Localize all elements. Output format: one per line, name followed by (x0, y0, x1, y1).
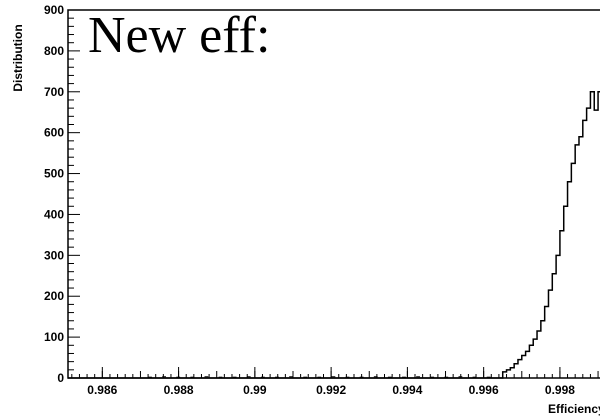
x-axis-title: Efficiency (548, 402, 600, 416)
x-tick-label: 0.994 (392, 383, 422, 397)
x-tick-label: 0.986 (87, 383, 117, 397)
y-tick-label: 300 (44, 248, 64, 262)
plot-area: 0.9860.9880.990.9920.9940.9960.998101002… (44, 3, 600, 397)
plot-frame (67, 9, 600, 379)
x-tick-label: 0.992 (316, 383, 346, 397)
y-tick-label: 400 (44, 207, 64, 221)
y-tick-label: 100 (44, 330, 64, 344)
y-tick-label: 200 (44, 289, 64, 303)
y-tick-label: 0 (57, 371, 64, 385)
y-tick-label: 500 (44, 167, 64, 181)
y-tick-label: 700 (44, 85, 64, 99)
chart-title: New eff: (88, 7, 270, 64)
y-tick-label: 800 (44, 44, 64, 58)
y-axis-title: Distribution (11, 24, 25, 91)
x-tick-label: 0.99 (243, 383, 267, 397)
y-tick-label: 600 (44, 126, 64, 140)
y-tick-label: 900 (44, 3, 64, 17)
x-tick-label: 0.998 (545, 383, 575, 397)
histogram-outline (68, 91, 600, 379)
x-tick-label: 0.996 (469, 383, 499, 397)
x-tick-label: 0.988 (164, 383, 194, 397)
